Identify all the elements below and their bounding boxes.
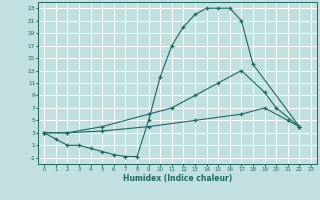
X-axis label: Humidex (Indice chaleur): Humidex (Indice chaleur) [123, 174, 232, 183]
